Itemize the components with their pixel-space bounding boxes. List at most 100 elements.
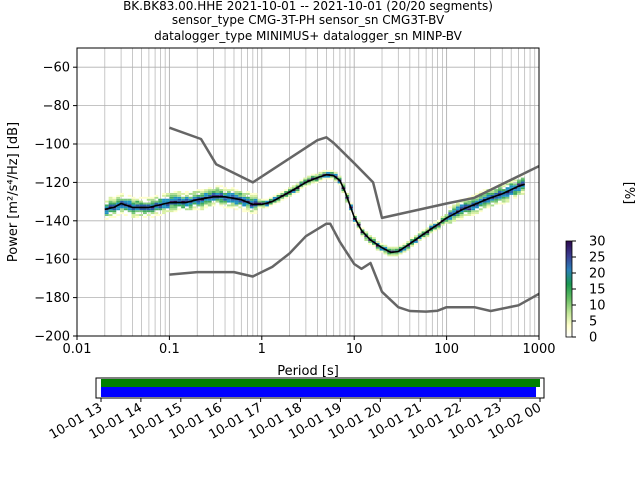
psd-cell xyxy=(394,246,399,249)
psd-cell xyxy=(108,196,113,199)
psd-cell xyxy=(413,242,418,245)
psd-cell xyxy=(310,175,315,178)
x-tick-label: 1000 xyxy=(522,342,555,357)
psd-cell xyxy=(112,212,117,215)
psd-cell xyxy=(486,200,491,203)
psd-cell xyxy=(238,192,243,195)
psd-cell xyxy=(207,189,212,192)
psd-cell xyxy=(158,200,163,203)
psd-cell xyxy=(188,192,193,195)
psd-cell xyxy=(352,219,357,222)
psd-cell xyxy=(246,206,250,209)
psd-cell xyxy=(509,191,514,193)
psd-cell xyxy=(104,210,109,213)
psd-cell xyxy=(261,198,266,201)
psd-cell xyxy=(478,198,483,201)
psd-cell xyxy=(253,208,258,211)
x-axis-label: Period [s] xyxy=(277,364,339,379)
psd-cell xyxy=(402,250,407,253)
psd-cell xyxy=(116,194,121,197)
psd-cell xyxy=(303,185,308,188)
psd-cell xyxy=(517,179,521,182)
psd-cell xyxy=(413,235,418,238)
psd-cell xyxy=(242,192,247,195)
psd-cell xyxy=(173,204,178,207)
psd-cell xyxy=(284,196,289,199)
psd-cell xyxy=(177,196,182,199)
psd-cell xyxy=(421,231,426,234)
psd-cell xyxy=(299,185,304,188)
psd-cell xyxy=(246,192,250,195)
psd-cell xyxy=(123,202,128,205)
psd-cell xyxy=(131,216,136,218)
psd-cell xyxy=(127,194,132,197)
psd-cell xyxy=(509,181,514,184)
psd-cell xyxy=(406,248,411,251)
psd-cell xyxy=(215,189,220,192)
psd-cell xyxy=(230,194,235,197)
psd-cell xyxy=(417,233,422,236)
psd-cell xyxy=(173,206,178,209)
psd-cell xyxy=(181,192,185,195)
psd-cell xyxy=(505,194,510,197)
psd-cell xyxy=(276,198,281,201)
psd-cell xyxy=(223,189,227,192)
psd-cell xyxy=(120,210,124,213)
psd-cell xyxy=(333,173,338,176)
psd-cell xyxy=(120,200,124,203)
psd-cell xyxy=(475,210,479,213)
psd-cell xyxy=(463,208,468,211)
psd-cell xyxy=(219,185,224,188)
psd-cell xyxy=(200,208,205,211)
psd-cell xyxy=(192,196,197,199)
psd-cell xyxy=(272,200,277,203)
psd-cell xyxy=(318,171,323,174)
psd-cell xyxy=(513,183,518,186)
psd-cell xyxy=(192,208,197,211)
psd-cell xyxy=(204,202,208,205)
psd-cell xyxy=(501,196,506,199)
psd-cell xyxy=(478,204,483,207)
psd-cell xyxy=(322,177,327,180)
psd-cell xyxy=(249,196,254,199)
psd-cell xyxy=(276,200,281,203)
psd-cell xyxy=(230,189,235,192)
psd-cell xyxy=(387,248,392,251)
psd-cell xyxy=(158,198,163,201)
psd-cell xyxy=(268,202,273,205)
psd-cell xyxy=(467,214,472,216)
psd-cell xyxy=(402,248,407,251)
psd-cell xyxy=(452,217,456,220)
psd-cell xyxy=(452,219,456,222)
psd-cell xyxy=(139,200,143,203)
psd-cell xyxy=(471,212,476,215)
y-tick-label: −200 xyxy=(34,330,70,345)
psd-cell xyxy=(471,206,476,209)
psd-cell xyxy=(120,212,124,215)
psd-cell xyxy=(436,227,441,230)
psd-cell xyxy=(108,210,113,213)
psd-cell xyxy=(142,212,147,215)
psd-cell xyxy=(234,204,239,207)
psd-cell xyxy=(249,212,254,215)
psd-cell xyxy=(104,214,109,216)
psd-cell xyxy=(448,216,453,218)
psd-cell xyxy=(215,191,220,193)
psd-cell xyxy=(162,198,166,201)
psd-cell xyxy=(154,212,159,215)
psd-cell xyxy=(230,198,235,201)
psd-cell xyxy=(478,208,483,211)
psd-cell xyxy=(108,214,113,216)
psd-cell xyxy=(112,202,117,205)
psd-cell xyxy=(142,202,147,205)
x-tick-label: 100 xyxy=(434,342,459,357)
psd-cell xyxy=(169,196,174,199)
psd-cell xyxy=(219,198,224,201)
psd-cell xyxy=(455,204,460,207)
psd-cell xyxy=(520,177,525,180)
psd-cell xyxy=(242,210,247,213)
psd-cell xyxy=(249,210,254,213)
x-tick-label: 0.1 xyxy=(159,342,180,357)
psd-cell xyxy=(410,242,414,245)
